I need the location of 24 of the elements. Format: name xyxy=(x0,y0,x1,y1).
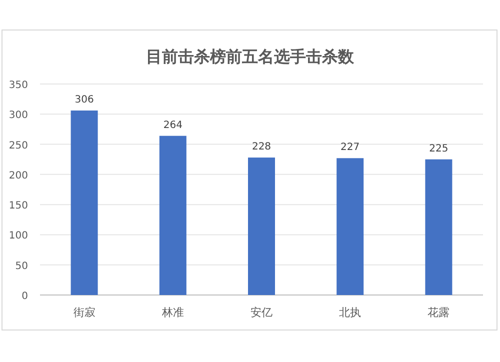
chart-title: 目前击杀榜前五名选手击杀数 xyxy=(146,47,355,66)
y-tick-label: 0 xyxy=(22,291,28,302)
bar xyxy=(70,110,98,295)
data-label: 264 xyxy=(163,120,182,131)
bar xyxy=(425,159,452,295)
x-tick-label: 林准 xyxy=(160,306,184,319)
x-tick-label: 安亿 xyxy=(250,306,272,319)
data-label: 228 xyxy=(252,142,272,153)
data-label: 306 xyxy=(74,94,94,106)
data-label: 227 xyxy=(340,142,360,154)
y-tick-label: 350 xyxy=(8,80,28,91)
x-tick-label: 北执 xyxy=(339,306,362,319)
bar xyxy=(159,136,186,295)
x-tick-label: 街寂 xyxy=(73,306,96,319)
y-tick-label: 150 xyxy=(8,200,28,212)
bar xyxy=(248,158,275,295)
y-tick-label: 200 xyxy=(8,170,28,182)
y-tick-label: 100 xyxy=(8,230,28,242)
data-label: 225 xyxy=(429,143,448,154)
y-tick-label: 250 xyxy=(8,140,28,152)
bar xyxy=(336,158,364,295)
y-tick-label: 50 xyxy=(15,260,28,272)
x-tick-label: 花露 xyxy=(428,306,450,319)
y-tick-label: 300 xyxy=(8,110,28,122)
